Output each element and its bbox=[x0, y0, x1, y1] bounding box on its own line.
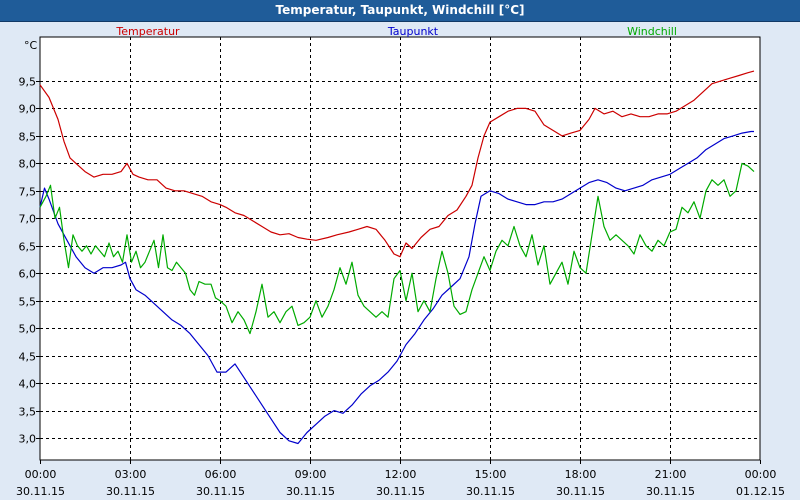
axis-labels: 3,0 3,5 4,0 4,5 5,0 5,5 6,0 6,5 7,0 7,5 8,0 8,5 9,0 9… bbox=[16, 39, 785, 498]
x-tick-time: 00:00 bbox=[745, 468, 777, 481]
y-tick-label: 3,0 bbox=[19, 433, 37, 446]
y-tick-label: 4,0 bbox=[19, 378, 37, 391]
x-tick-date: 30.11.15 bbox=[196, 485, 245, 498]
series-line-temperature bbox=[39, 70, 755, 258]
y-tick-label: 7,5 bbox=[19, 186, 37, 199]
chart-title: Temperatur, Taupunkt, Windchill [°C] bbox=[0, 0, 800, 22]
x-tick-date: 30.11.15 bbox=[106, 485, 155, 498]
x-tick-time: 15:00 bbox=[475, 468, 507, 481]
grid bbox=[36, 37, 761, 464]
y-tick-label: 9,5 bbox=[19, 76, 37, 89]
y-tick-label: 8,0 bbox=[19, 158, 37, 171]
x-tick-date: 30.11.15 bbox=[16, 485, 65, 498]
x-tick-date: 30.11.15 bbox=[376, 485, 425, 498]
y-tick-label: 7,0 bbox=[19, 213, 37, 226]
x-tick-time: 00:00 bbox=[25, 468, 57, 481]
y-tick-label: 6,0 bbox=[19, 268, 37, 281]
legend-temperature: Temperatur bbox=[115, 25, 180, 38]
x-tick-date: 30.11.15 bbox=[286, 485, 335, 498]
x-tick-time: 12:00 bbox=[385, 468, 417, 481]
x-tick-date: 01.12.15 bbox=[736, 485, 785, 498]
y-tick-label: 6,5 bbox=[19, 241, 37, 254]
series-layer bbox=[39, 70, 755, 445]
x-tick-time: 09:00 bbox=[295, 468, 327, 481]
y-tick-label: 5,5 bbox=[19, 296, 37, 309]
series-line-windchill bbox=[39, 162, 755, 335]
y-tick-label: 3,5 bbox=[19, 406, 37, 419]
series-line-dewpoint bbox=[39, 130, 754, 445]
x-tick-time: 18:00 bbox=[565, 468, 597, 481]
y-tick-label: 5,0 bbox=[19, 323, 37, 336]
y-axis-label: °C bbox=[24, 39, 38, 52]
legend-dewpoint: Taupunkt bbox=[387, 25, 439, 38]
x-tick-date: 30.11.15 bbox=[646, 485, 695, 498]
x-tick-time: 03:00 bbox=[115, 468, 147, 481]
x-tick-time: 21:00 bbox=[655, 468, 687, 481]
y-tick-label: 4,5 bbox=[19, 351, 37, 364]
legend-windchill: Windchill bbox=[627, 25, 677, 38]
y-tick-label: 8,5 bbox=[19, 131, 37, 144]
legend: Temperatur Taupunkt Windchill bbox=[115, 25, 677, 38]
x-tick-date: 30.11.15 bbox=[466, 485, 515, 498]
y-tick-label: 9,0 bbox=[19, 103, 37, 116]
x-tick-date: 30.11.15 bbox=[556, 485, 605, 498]
x-tick-time: 06:00 bbox=[205, 468, 237, 481]
